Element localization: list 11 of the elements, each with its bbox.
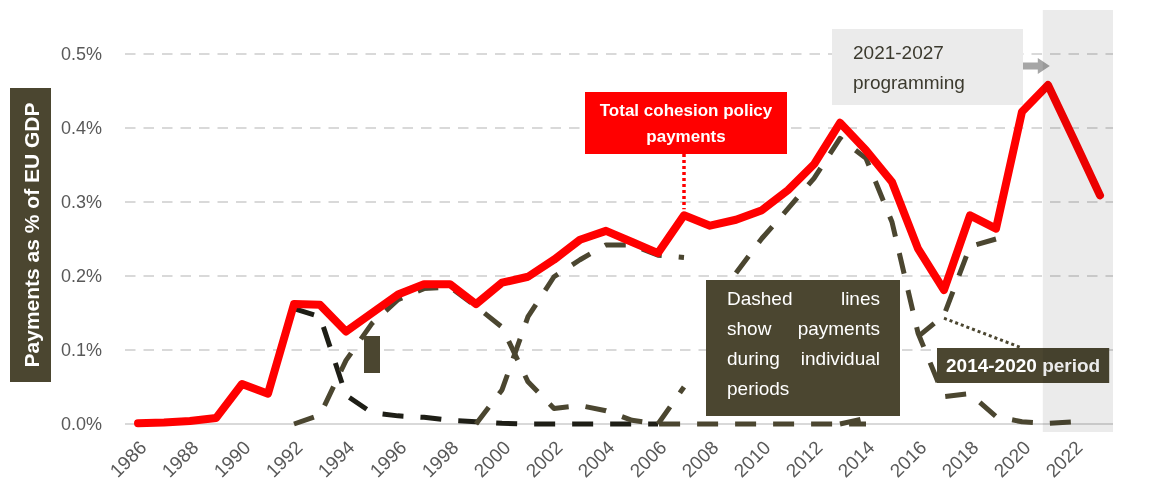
y-tick-label: 0.2% <box>60 266 102 286</box>
legend-label: 2014-2020 period <box>946 355 1101 377</box>
annotation: Dashed lines show payments during individual periods <box>727 288 880 399</box>
y-tick-label: 0.0% <box>60 414 102 434</box>
y-tick-label: 0.5% <box>60 44 102 64</box>
y-tick-label: 0.4% <box>60 118 102 138</box>
y-tick-label: 0.1% <box>60 340 102 360</box>
text: Total cohesion policy payments <box>599 101 773 147</box>
y-tick-label: 0.3% <box>60 192 102 212</box>
y-axis-title: Payments as % of EU GDP <box>20 102 43 368</box>
annotation: 2021-2027 programming <box>853 42 965 93</box>
